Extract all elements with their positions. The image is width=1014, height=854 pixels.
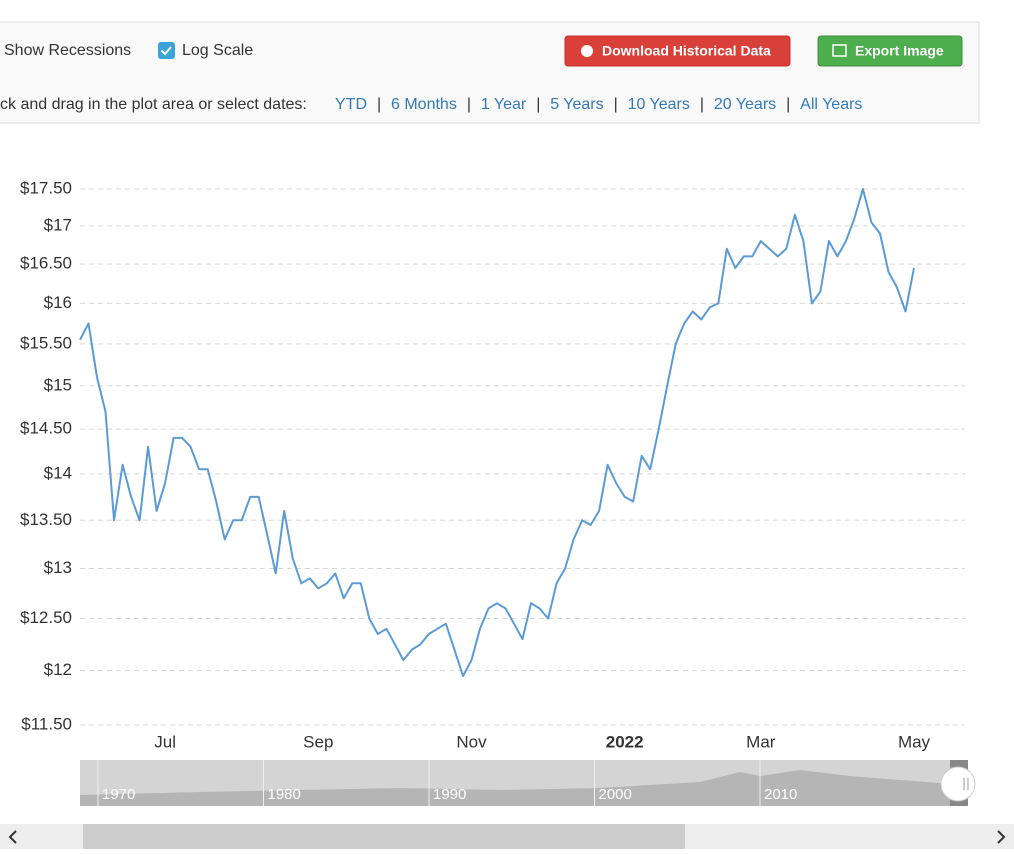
hint: ck and drag in the plot area or select d… <box>0 96 307 113</box>
separator: | <box>614 96 618 113</box>
x-tick-label: May <box>898 732 931 751</box>
x-tick-label: 2022 <box>606 732 644 751</box>
log-scale-label[interactable]: Log Scale <box>182 42 253 59</box>
y-tick-label: $13.50 <box>20 510 72 529</box>
y-tick-label: $13 <box>44 558 72 577</box>
separator: | <box>467 96 471 113</box>
range-links: YTD | 6 Months | 1 Year | 5 Years | 10 Years | 20 … <box>335 96 862 113</box>
separator: | <box>536 96 540 113</box>
y-tick-label: $17.50 <box>20 178 72 197</box>
checkbox[interactable] <box>158 42 175 59</box>
range-link[interactable]: All Years <box>800 96 862 113</box>
scroll-thumb[interactable] <box>83 824 685 849</box>
navigator-labels: 1970 1980 1990 2000 2010 <box>97 760 797 806</box>
x-tick-label: Nov <box>456 732 487 751</box>
recessions-label[interactable]: Show Recessions <box>4 42 131 59</box>
y-tick-label: $12.50 <box>20 608 72 627</box>
y-tick-label: $17 <box>44 215 72 234</box>
separator: | <box>786 96 790 113</box>
x-tick-label: Jul <box>154 732 176 751</box>
navigator-label: 2000 <box>599 786 632 803</box>
navigator-label: 1970 <box>102 786 135 803</box>
y-tick-label: $16.50 <box>20 254 72 273</box>
range-link[interactable]: 1 Year <box>481 96 527 113</box>
range-link[interactable]: 5 Years <box>550 96 603 113</box>
range-link[interactable]: 6 Months <box>391 96 457 113</box>
range-link[interactable]: YTD <box>335 96 367 113</box>
navigator-label: 1980 <box>268 786 301 803</box>
navigator-area <box>80 770 968 806</box>
export-label[interactable]: Export Image <box>855 43 944 59</box>
download-label[interactable]: Download Historical Data <box>602 43 771 59</box>
range-link[interactable]: 10 Years <box>628 96 690 113</box>
y-tick-label: $11.50 <box>21 714 72 733</box>
handle-grip <box>963 778 969 790</box>
y-tick-label: $15 <box>44 375 72 394</box>
range-link[interactable]: 20 Years <box>714 96 776 113</box>
x-tick-label: Sep <box>303 732 333 751</box>
toolbar <box>0 21 980 124</box>
separator: | <box>377 96 381 113</box>
separator: | <box>700 96 704 113</box>
navigator-label: 2010 <box>764 786 797 803</box>
y-tick-label: $14 <box>44 463 72 482</box>
download-button[interactable] <box>564 35 791 67</box>
cloud-icon <box>581 45 593 57</box>
navigator-label: 1990 <box>433 786 466 803</box>
image-icon <box>832 44 847 57</box>
navigator-handle[interactable] <box>940 766 976 802</box>
check <box>160 46 172 56</box>
scroll-arrows[interactable] <box>8 830 1006 844</box>
y-tick-label: $12 <box>44 660 72 679</box>
y-tick-label: $16 <box>44 293 72 312</box>
y-tick-label: $14.50 <box>20 419 72 438</box>
export-button[interactable] <box>817 35 963 67</box>
x-tick-label: Mar <box>746 732 776 751</box>
price-line <box>79 188 915 677</box>
y-tick-label: $15.50 <box>20 333 72 352</box>
